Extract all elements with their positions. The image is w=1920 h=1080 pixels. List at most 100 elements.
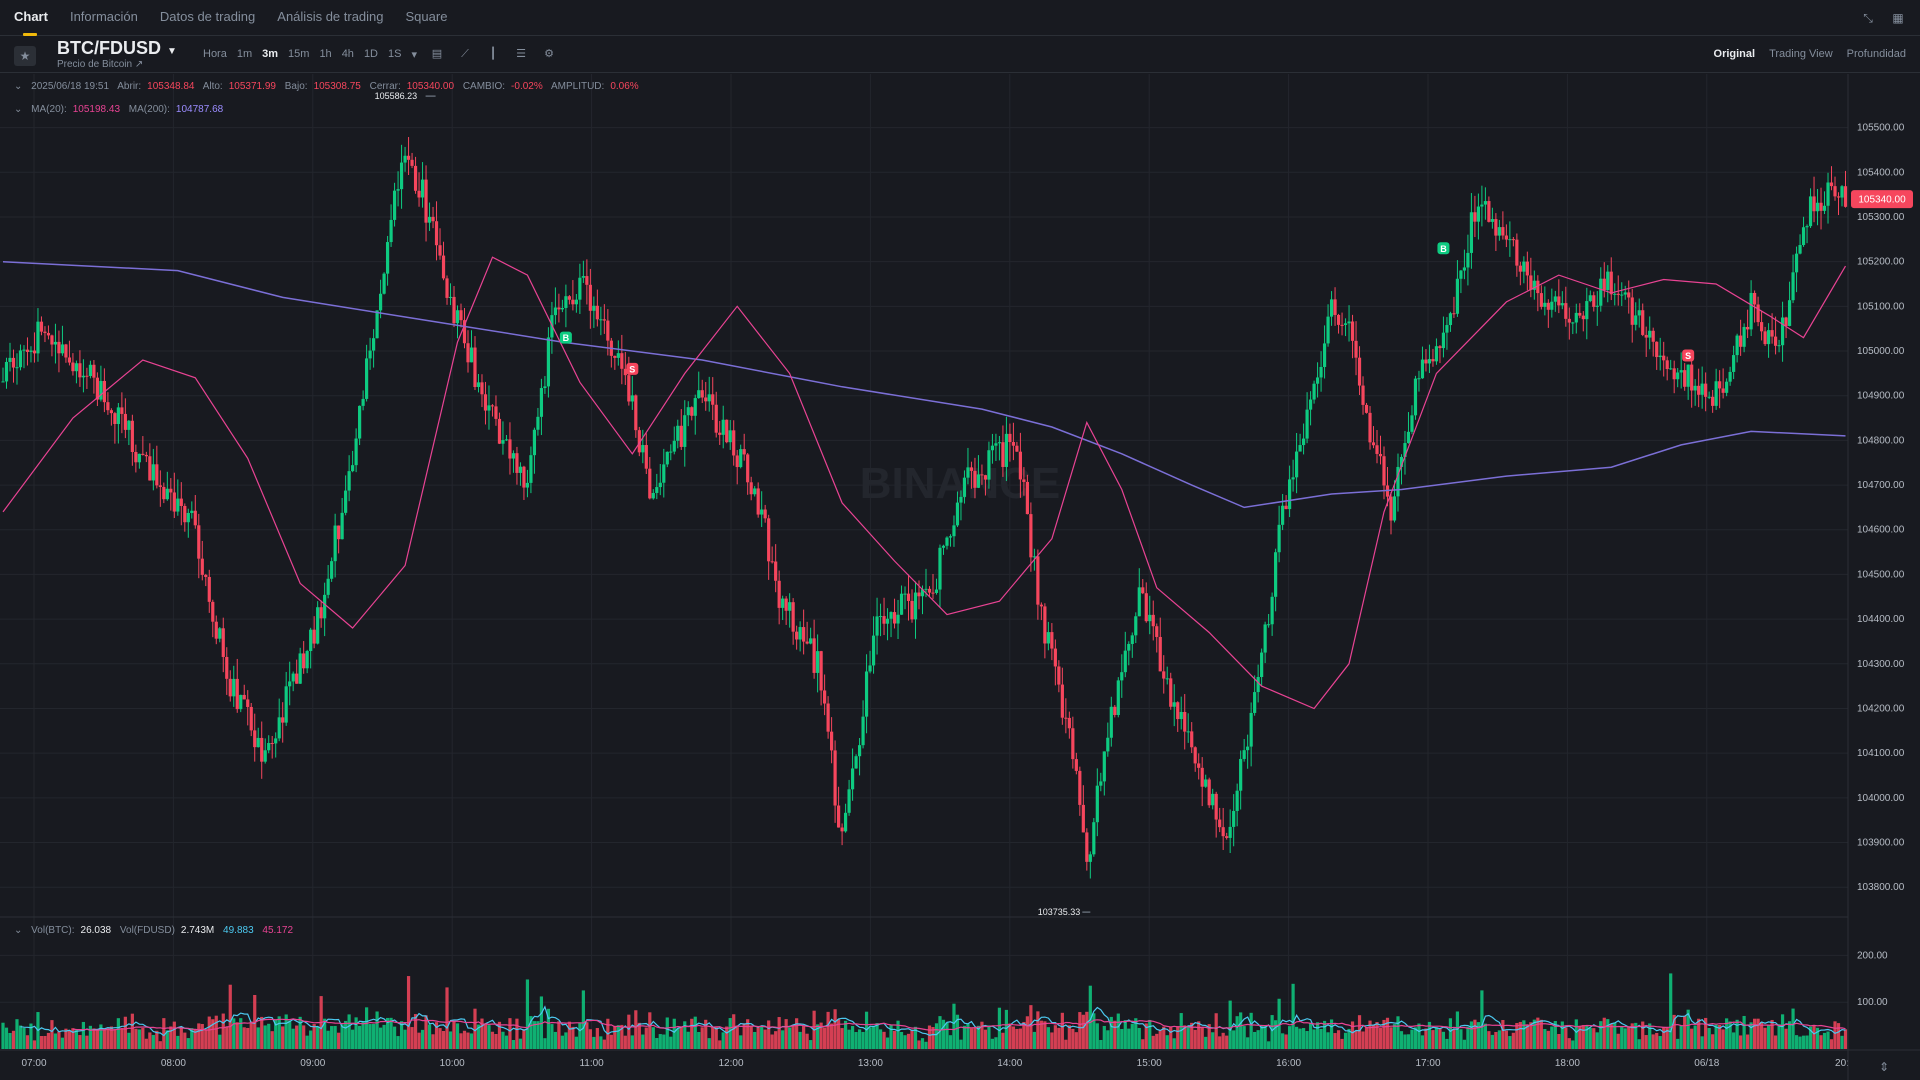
legend-collapse-icon[interactable]: ⌄ [14,81,23,92]
volume-bar [1176,1026,1180,1049]
candle-type-icon[interactable]: ┃ [489,48,497,60]
tab-datos-trading[interactable]: Datos de trading [159,8,256,24]
candle-body [833,750,837,806]
candle-body [431,216,435,222]
candle-body [1812,196,1816,212]
volume-bar [1326,1032,1330,1049]
candle-body [1350,321,1355,341]
volume-bar [1843,1029,1848,1049]
candle-body [955,502,960,526]
volume-bar [420,1029,425,1049]
symbol-pair: BTC/FDUSD [57,38,161,58]
candle-body [1609,271,1613,295]
candle-body [1270,596,1274,625]
candle-body [927,588,932,593]
interval-hora[interactable]: Hora [203,48,227,60]
volume-bar [1780,1014,1785,1049]
volume-bar [1585,1025,1589,1049]
candle-body [1288,479,1292,510]
price-tick: 105500.00 [1857,123,1905,134]
candle-body [1039,604,1043,607]
candle-body [1088,854,1092,862]
interval-3m[interactable]: 3m [262,48,279,60]
candle-body [1529,275,1533,290]
candle-body [1099,781,1103,786]
volume-bar [176,1035,180,1049]
volume-bar [1298,1028,1302,1049]
candle-body [473,347,477,388]
volume-bar [924,1041,928,1049]
volume-bar [172,1021,176,1049]
scroll-icon[interactable]: ⇕ [1879,1060,1889,1074]
volume-bar [204,1029,208,1049]
tab-analisis-trading[interactable]: Análisis de trading [277,8,384,24]
candle-body [242,694,246,700]
candle-body [1378,453,1383,457]
volume-bar [746,1019,750,1049]
volume-bar [427,1024,432,1049]
interval-1d[interactable]: 1D [363,48,378,60]
volume-bar [186,1038,190,1049]
candle-body [990,445,995,451]
candle-body [826,703,830,732]
view-profundidad[interactable]: Profundidad [1846,48,1906,60]
symbol-selector[interactable]: BTC/FDUSD ▼ [57,38,177,59]
calendar-icon[interactable]: ▤ [431,48,443,60]
trade-marker-label: S [629,364,635,374]
view-original[interactable]: Original [1713,48,1756,60]
favorite-star-icon[interactable]: ★ [14,46,36,66]
tab-informacion[interactable]: Información [69,8,138,24]
volume-bar [1637,1039,1641,1049]
candle-body [840,827,844,832]
gear-icon[interactable]: ⚙ [544,48,554,60]
interval-1h[interactable]: 1h [319,48,332,60]
volume-bar [816,1024,820,1049]
candle-body [1165,678,1169,680]
vol-collapse-icon[interactable]: ⌄ [14,925,23,936]
volume-bar [18,1025,23,1049]
candle-body [1057,666,1061,685]
candle-body [1424,359,1428,364]
candle-body [347,471,351,491]
symbol-subtitle[interactable]: Precio de Bitcoin ↗ [57,59,144,70]
candle-body [1361,385,1365,405]
volume-bar [1277,998,1281,1049]
candle-body [1480,204,1484,207]
candle-body [1808,196,1813,227]
volume-bar [515,1018,519,1049]
candle-body [1560,303,1564,306]
volume-bar [413,1014,418,1049]
collapse-icon[interactable]: ⤡ [1863,11,1873,25]
trade-marker-label: B [1440,244,1447,254]
candle-body [648,468,652,499]
layout-grid-icon[interactable]: ▦ [1892,11,1904,25]
ma-collapse-icon[interactable]: ⌄ [14,104,23,115]
interval-1s[interactable]: 1S [388,48,402,60]
candle-body [1753,292,1757,305]
price-tick: 104200.00 [1857,703,1905,714]
volume-bar [1144,1023,1148,1049]
volume-bar [183,1032,187,1049]
settings-list-icon[interactable]: ☰ [516,48,526,60]
interval-15m[interactable]: 15m [288,48,310,60]
volume-bar [868,1027,872,1049]
tab-square[interactable]: Square [405,8,448,24]
candle-body [606,320,610,341]
volume-bar [525,979,530,1049]
indicator-icon[interactable]: ⟋ [461,48,469,60]
trade-marker [559,331,572,344]
chart-grid [0,74,1848,1050]
volume-bar [962,1025,967,1049]
candle-body [711,394,715,405]
candle-body [1801,227,1806,246]
tab-chart[interactable]: Chart [14,0,48,36]
interval-4h[interactable]: 4h [341,48,354,60]
volume-bar [1742,1015,1746,1049]
candle-body [1392,496,1397,521]
view-trading-view[interactable]: Trading View [1769,48,1833,60]
interval-more-icon[interactable]: ▾ [411,49,417,61]
interval-1m[interactable]: 1m [236,48,253,60]
candle-body [1183,711,1187,732]
